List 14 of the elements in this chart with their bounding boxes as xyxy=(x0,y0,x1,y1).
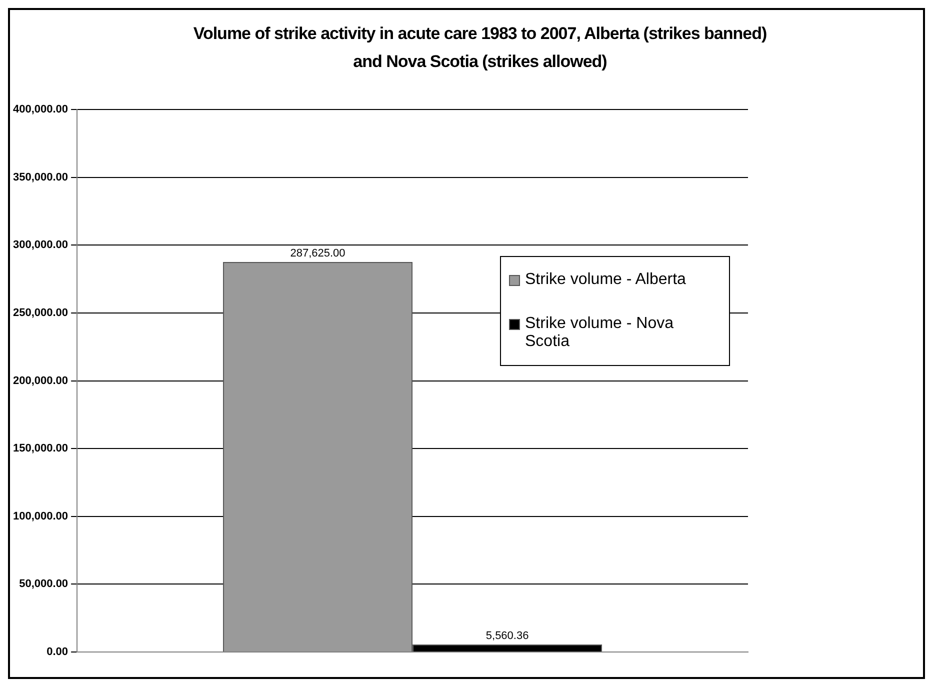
data-label: 287,625.00 xyxy=(290,248,346,260)
y-tick-label: 50,000.00 xyxy=(19,578,68,590)
y-tick-label: 100,000.00 xyxy=(12,510,68,522)
chart-title: Volume of strike activity in acute care 1983 to 2007, Alberta (strikes banned) and Nova Scotia (strikes allowed) xyxy=(192,23,768,73)
legend-label: Strike volume - Alberta xyxy=(525,270,686,289)
y-tick-label: 200,000.00 xyxy=(12,374,68,387)
y-tick-label: 300,000.00 xyxy=(12,239,68,252)
y-tick-label: 150,000.00 xyxy=(12,442,68,455)
y-tick-label: 250,000.00 xyxy=(12,307,68,320)
y-tick-label: 400,000.00 xyxy=(12,104,68,116)
data-label: 5,560.36 xyxy=(486,630,529,642)
legend-label: Strike volume - Nova Scotia xyxy=(525,314,674,351)
y-tick-label: 0.00 xyxy=(46,646,68,658)
y-tick-label: 350,000.00 xyxy=(12,171,68,184)
